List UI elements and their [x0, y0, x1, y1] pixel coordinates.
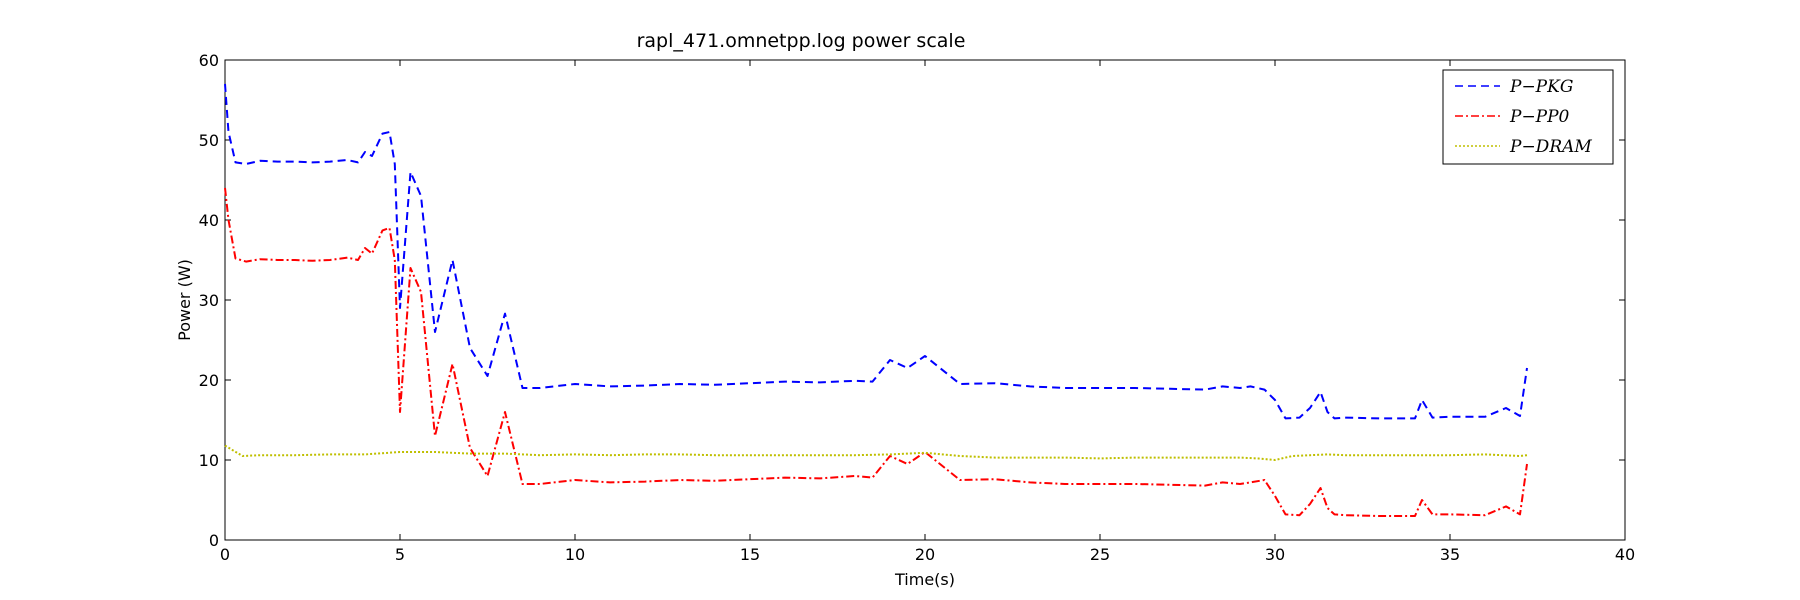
legend-label-pkg: P−PKG [1509, 77, 1573, 97]
axis-ticks: 0 5 10 15 20 25 30 35 40 0 10 20 30 40 50 60 [199, 51, 1636, 564]
legend-label-pp0: P−PP0 [1509, 107, 1570, 127]
x-tick-label: 20 [915, 545, 935, 564]
y-tick-label: 50 [199, 131, 219, 150]
y-axis-label: Power (W) [175, 259, 194, 341]
x-tick-label: 0 [220, 545, 230, 564]
y-tick-label: 30 [199, 291, 219, 310]
y-tick-label: 20 [199, 371, 219, 390]
legend: P−PKG P−PP0 P−DRAM [1442, 69, 1614, 165]
series-line-pkg [224, 83, 1528, 420]
plot-area-frame [224, 59, 1626, 541]
series-line-dram [224, 444, 1528, 461]
x-tick-label: 5 [395, 545, 405, 564]
x-axis-label: Time(s) [894, 570, 955, 589]
y-tick-label: 40 [199, 211, 219, 230]
y-tick-label: 60 [199, 51, 219, 70]
x-tick-label: 25 [1090, 545, 1110, 564]
x-tick-label: 10 [565, 545, 585, 564]
chart-title: rapl_471.omnetpp.log power scale [637, 30, 966, 52]
y-tick-label: 0 [209, 531, 219, 550]
legend-label-dram: P−DRAM [1509, 137, 1592, 157]
series-layer [224, 83, 1528, 517]
series-line-pp0 [224, 187, 1528, 517]
x-tick-label: 15 [740, 545, 760, 564]
x-tick-label: 30 [1265, 545, 1285, 564]
x-tick-label: 35 [1440, 545, 1460, 564]
y-tick-label: 10 [199, 451, 219, 470]
x-tick-label: 40 [1615, 545, 1635, 564]
